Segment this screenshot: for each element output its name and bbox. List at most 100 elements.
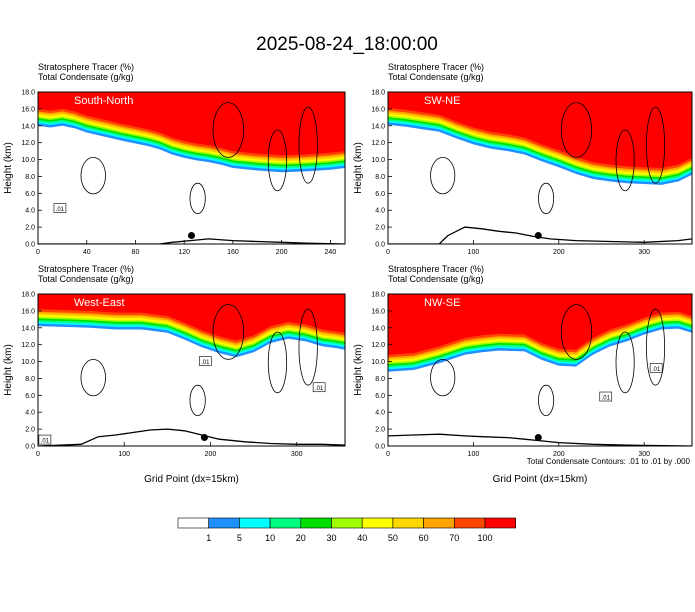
x-tick-label: 40 xyxy=(83,249,91,256)
y-tick-label: 4.0 xyxy=(375,208,385,215)
y-tick-label: 8.0 xyxy=(25,376,35,383)
y-axis-label: Height (km) xyxy=(3,344,14,396)
y-tick-label: 2.0 xyxy=(375,427,385,434)
contour-label: .01 xyxy=(315,386,324,392)
terrain-line xyxy=(388,226,692,244)
contour-label: .01 xyxy=(602,396,611,402)
y-tick-label: 4.0 xyxy=(375,410,385,417)
tracer-band-10 xyxy=(38,294,345,341)
panel-header-tracer: Stratosphere Tracer (%) xyxy=(388,62,484,72)
y-tick-label: 8.0 xyxy=(375,174,385,181)
condensate-contour-5 xyxy=(646,106,666,184)
condensate-contour-3 xyxy=(80,358,106,397)
x-tick-label: 100 xyxy=(118,451,130,458)
condensate-contour-1 xyxy=(560,304,593,360)
legend-swatch-5 xyxy=(300,517,332,529)
legend-label: 100 xyxy=(477,533,492,543)
condensate-contour-5 xyxy=(646,308,666,386)
condensate-contour-2 xyxy=(267,129,288,192)
panel-header-tracer: Stratosphere Tracer (%) xyxy=(388,264,484,274)
panel-header-condensate: Total Condensate (g/kg) xyxy=(38,72,134,82)
panel-4: Stratosphere Tracer (%) Total Condensate … xyxy=(353,264,693,485)
location-marker xyxy=(200,434,208,442)
y-tick-label: 6.0 xyxy=(375,191,385,198)
legend-swatch-10 xyxy=(453,517,486,529)
tracer-band-10 xyxy=(388,92,692,168)
y-tick-label: 8.0 xyxy=(375,376,385,383)
location-marker xyxy=(188,232,195,240)
y-tick-label: 12.0 xyxy=(371,342,385,349)
panel-3: Stratosphere Tracer (%)Total Condensate … xyxy=(3,264,346,485)
location-marker xyxy=(534,434,542,442)
condensate-contour-5 xyxy=(298,308,318,386)
contour-label-box xyxy=(599,391,613,402)
y-axis-label: Height (km) xyxy=(3,142,14,194)
y-tick-label: 0.0 xyxy=(25,444,35,451)
legend-label: 10 xyxy=(265,533,275,543)
contour-label: .01 xyxy=(56,207,65,213)
x-tick-label: 0 xyxy=(386,249,390,256)
y-tick-label: 2.0 xyxy=(25,225,35,232)
y-tick-label: 18.0 xyxy=(21,292,35,299)
x-tick-label: 200 xyxy=(553,451,565,458)
condensate-contour-4 xyxy=(189,182,206,214)
y-tick-label: 16.0 xyxy=(21,106,35,113)
panel-2: Stratosphere Tracer (%)Total Condensate … xyxy=(353,62,693,256)
y-tick-label: 14.0 xyxy=(371,123,385,130)
contour-label: .01 xyxy=(652,367,661,373)
tracer-band-10 xyxy=(388,294,692,355)
plot-frame xyxy=(37,91,346,245)
y-tick-label: 14.0 xyxy=(21,325,35,332)
location-marker xyxy=(534,232,542,240)
y-tick-label: 6.0 xyxy=(375,393,385,400)
y-tick-label: 0.0 xyxy=(375,444,385,451)
y-tick-label: 10.0 xyxy=(371,157,385,164)
legend-label: 20 xyxy=(296,533,306,543)
legend-label: 60 xyxy=(419,533,429,543)
y-tick-label: 0.0 xyxy=(25,242,35,249)
y-tick-label: 14.0 xyxy=(21,123,35,130)
legend-swatch-4 xyxy=(269,517,302,529)
cross-section-label: SW-NE xyxy=(424,95,460,107)
y-tick-label: 8.0 xyxy=(25,174,35,181)
contour-label-box xyxy=(649,363,663,373)
x-tick-label: 200 xyxy=(205,451,217,458)
plot-area xyxy=(388,92,692,244)
y-tick-label: 4.0 xyxy=(25,208,35,215)
color-legend: 1 5 10 20 30 40 50 60 70 100 xyxy=(177,517,517,543)
y-axis-label: Height (km) xyxy=(353,344,364,396)
y-tick-label: 12.0 xyxy=(21,342,35,349)
y-axis-label: Height (km) xyxy=(353,142,364,194)
condensate-contour-2 xyxy=(615,129,635,192)
legend-label: 40 xyxy=(357,533,367,543)
footnote: Total Condensate Contours: .01 to .01 by… xyxy=(527,457,691,466)
plot-frame xyxy=(37,293,346,447)
y-tick-label: 18.0 xyxy=(371,292,385,299)
x-tick-label: 100 xyxy=(468,249,480,256)
legend-swatch-9 xyxy=(423,517,455,529)
terrain-line xyxy=(38,238,345,244)
cross-section-label: NW-SE xyxy=(424,297,460,309)
plot-frame xyxy=(387,293,693,447)
y-tick-label: 12.0 xyxy=(371,140,385,147)
y-tick-label: 16.0 xyxy=(371,308,385,315)
x-axis-label: Grid Point (dx=15km) xyxy=(493,474,588,485)
legend-label: 1 xyxy=(206,533,211,543)
contour-label: .01 xyxy=(41,439,50,445)
plot-area: .01 .01 .01 xyxy=(38,294,345,446)
tracer-band-10 xyxy=(38,92,345,156)
y-tick-label: 10.0 xyxy=(371,359,385,366)
legend-label: 30 xyxy=(326,533,336,543)
condensate-contour-4 xyxy=(538,182,555,214)
y-tick-label: 16.0 xyxy=(21,308,35,315)
panels: Stratosphere Tracer (%)Total Condensate … xyxy=(3,62,693,485)
x-tick-label: 100 xyxy=(468,451,480,458)
panel-header-tracer: Stratosphere Tracer (%) xyxy=(38,264,134,274)
contour-label: .01 xyxy=(201,360,210,366)
y-tick-label: 2.0 xyxy=(375,225,385,232)
panel-header-tracer: Stratosphere Tracer (%) xyxy=(38,62,134,72)
condensate-contour-1 xyxy=(560,102,593,158)
y-tick-label: 18.0 xyxy=(21,90,35,97)
y-tick-label: 6.0 xyxy=(25,393,35,400)
terrain-line xyxy=(38,428,345,446)
